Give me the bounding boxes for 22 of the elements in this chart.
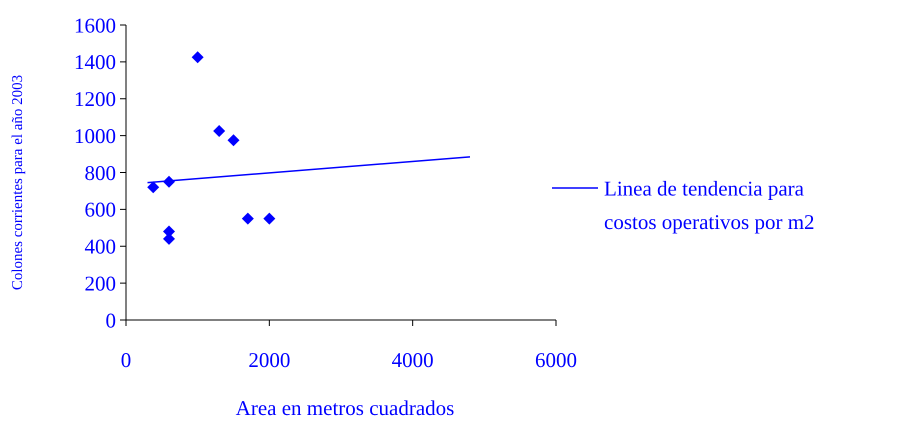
y-tick-label: 200 (84, 271, 116, 296)
legend-label: Linea de tendencia para costos operativos por m2 (604, 176, 815, 234)
y-tick-label: 0 (106, 308, 116, 332)
y-axis-title: Colones corrientes para el año 2003 (10, 74, 26, 290)
x-tick-label: 0 (120, 348, 132, 372)
y-tick-label: 1000 (74, 124, 116, 148)
y-tick-label: 400 (84, 234, 116, 259)
y-tick-label: 1200 (74, 87, 116, 112)
y-tick-label: 1600 (74, 13, 116, 38)
point (192, 51, 204, 64)
x-axis-title: Area en metros cuadrados (236, 396, 454, 420)
x-tick-label: 2000 (248, 348, 290, 372)
point (228, 134, 240, 146)
point (213, 125, 226, 138)
y-tick-label: 600 (84, 198, 116, 222)
x-tick-label: 6000 (535, 348, 577, 372)
x-tick-label: 4000 (392, 348, 434, 372)
y-tick-label: 1400 (74, 50, 116, 74)
point (242, 212, 254, 225)
point (263, 212, 276, 225)
point (147, 181, 160, 194)
y-tick-label: 800 (84, 160, 116, 185)
